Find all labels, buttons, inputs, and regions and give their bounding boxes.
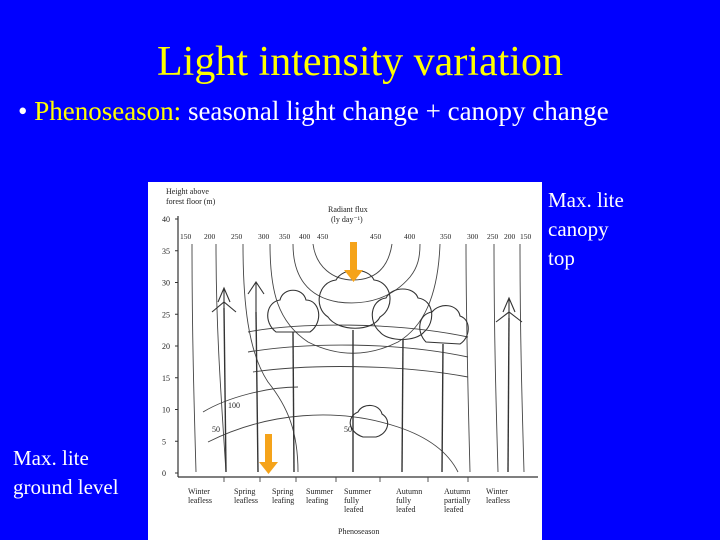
flux-value-label: 400 — [404, 232, 416, 241]
bullet-term: Phenoseason: — [34, 96, 182, 126]
leafed-tree-crown — [371, 288, 433, 341]
flux-value-label: 250 — [487, 232, 499, 241]
season-label: Autumn — [396, 487, 422, 496]
x-axis-title: Phenoseason — [338, 527, 379, 536]
label-canopy-top-line: Max. lite — [548, 188, 624, 212]
flux-value-label: 450 — [317, 232, 329, 241]
isoline — [207, 414, 459, 473]
leafed-tree-crown — [318, 269, 391, 329]
season-label: Spring — [272, 487, 293, 496]
season-label: leafless — [486, 496, 510, 505]
diagram-paper — [148, 182, 542, 540]
flux-value-label: 150 — [520, 232, 532, 241]
contour-label: 50 — [344, 425, 352, 434]
label-ground-level-line: Max. lite — [13, 446, 89, 470]
label-canopy-top-line: canopy — [548, 217, 609, 241]
season-label: leafless — [188, 496, 212, 505]
season-label: Autumn — [444, 487, 470, 496]
y-tick-label: 35 — [162, 247, 170, 256]
flux-value-label: 150 — [180, 232, 192, 241]
y-tick-label: 40 — [162, 215, 170, 224]
isoline — [247, 324, 469, 338]
y-tick-label: 30 — [162, 279, 170, 288]
flux-title: (ly day⁻¹) — [331, 215, 363, 224]
tree-crowns — [211, 269, 523, 438]
y-axis-title: Height above — [166, 187, 209, 196]
season-label: Spring — [234, 487, 255, 496]
season-label: leafing — [306, 496, 328, 505]
bullet-point: • Phenoseason: seasonal light change + c… — [18, 96, 609, 127]
contour-label: 50 — [212, 425, 220, 434]
trunk — [441, 343, 444, 473]
slide-title: Light intensity variation — [157, 39, 563, 85]
label-ground-level-line: ground level — [13, 475, 119, 499]
y-tick-label: 25 — [162, 310, 170, 319]
season-dividers — [223, 477, 469, 482]
isoline — [247, 344, 469, 358]
season-label: partially — [444, 496, 471, 505]
y-axis-ticks: 40 35 30 25 20 15 10 5 0 — [162, 215, 178, 478]
y-tick-label: 15 — [162, 374, 170, 383]
trunk — [507, 317, 510, 473]
season-label: Winter — [188, 487, 210, 496]
flux-value-label: 400 — [299, 232, 311, 241]
flux-value-label: 300 — [258, 232, 270, 241]
flux-value-label: 300 — [467, 232, 479, 241]
label-canopy-top-line: top — [548, 246, 575, 270]
canopy-top-arrow — [344, 242, 363, 282]
leafless-tree-crown — [247, 281, 265, 312]
isoline — [252, 366, 469, 378]
label-canopy-top: Max. lite canopy top — [548, 186, 624, 273]
trunk — [401, 339, 404, 473]
bullet-text: seasonal light change + canopy change — [181, 96, 609, 126]
isoline — [191, 243, 197, 473]
shrub-crown — [349, 404, 389, 438]
season-label: fully — [344, 496, 359, 505]
tree-trunks — [223, 307, 510, 473]
forest-light-diagram: 40 35 30 25 20 15 10 5 0 Height above forest flo… — [148, 182, 542, 540]
isoline — [292, 243, 421, 304]
season-label: leafless — [234, 496, 258, 505]
ground-level-arrow — [259, 434, 278, 474]
trunk — [292, 331, 295, 473]
y-tick-label: 0 — [162, 469, 166, 478]
flux-value-label: 350 — [440, 232, 452, 241]
season-label: leafing — [272, 496, 294, 505]
partially-leafed-crown — [419, 305, 469, 345]
flux-value-label: 200 — [204, 232, 216, 241]
y-axis-title: forest floor (m) — [166, 197, 216, 206]
season-label: Winter — [486, 487, 508, 496]
contour-label: 100 — [228, 401, 240, 410]
y-tick-label: 5 — [162, 437, 166, 446]
y-tick-label: 20 — [162, 342, 170, 351]
season-label: leafed — [344, 505, 364, 514]
season-label: leafed — [444, 505, 464, 514]
label-ground-level: Max. lite ground level — [13, 444, 119, 502]
trunk — [255, 311, 259, 473]
isoline — [215, 243, 227, 473]
season-label: Summer — [306, 487, 333, 496]
y-tick-label: 10 — [162, 406, 170, 415]
leafing-tree-crown — [267, 289, 320, 333]
isoline — [519, 243, 525, 473]
leafless-tree-crown — [211, 286, 237, 313]
bullet-symbol: • — [18, 96, 28, 126]
season-labels: WinterleaflessSpringleaflessSpringleafin… — [188, 487, 510, 514]
leafless-tree-crown — [495, 296, 523, 323]
flux-title: Radiant flux — [328, 205, 368, 214]
flux-value-label: 250 — [231, 232, 243, 241]
flux-value-label: 200 — [504, 232, 516, 241]
season-label: Summer — [344, 487, 371, 496]
season-label: leafed — [396, 505, 416, 514]
isoline — [202, 386, 299, 413]
trunk — [223, 307, 227, 473]
isoline — [493, 243, 499, 473]
season-label: fully — [396, 496, 411, 505]
flux-value-label: 450 — [370, 232, 382, 241]
flux-value-labels: 150 200 250 300 350 400 450 450 400 350 300 250 200 1… — [180, 232, 532, 241]
flux-value-label: 350 — [279, 232, 291, 241]
